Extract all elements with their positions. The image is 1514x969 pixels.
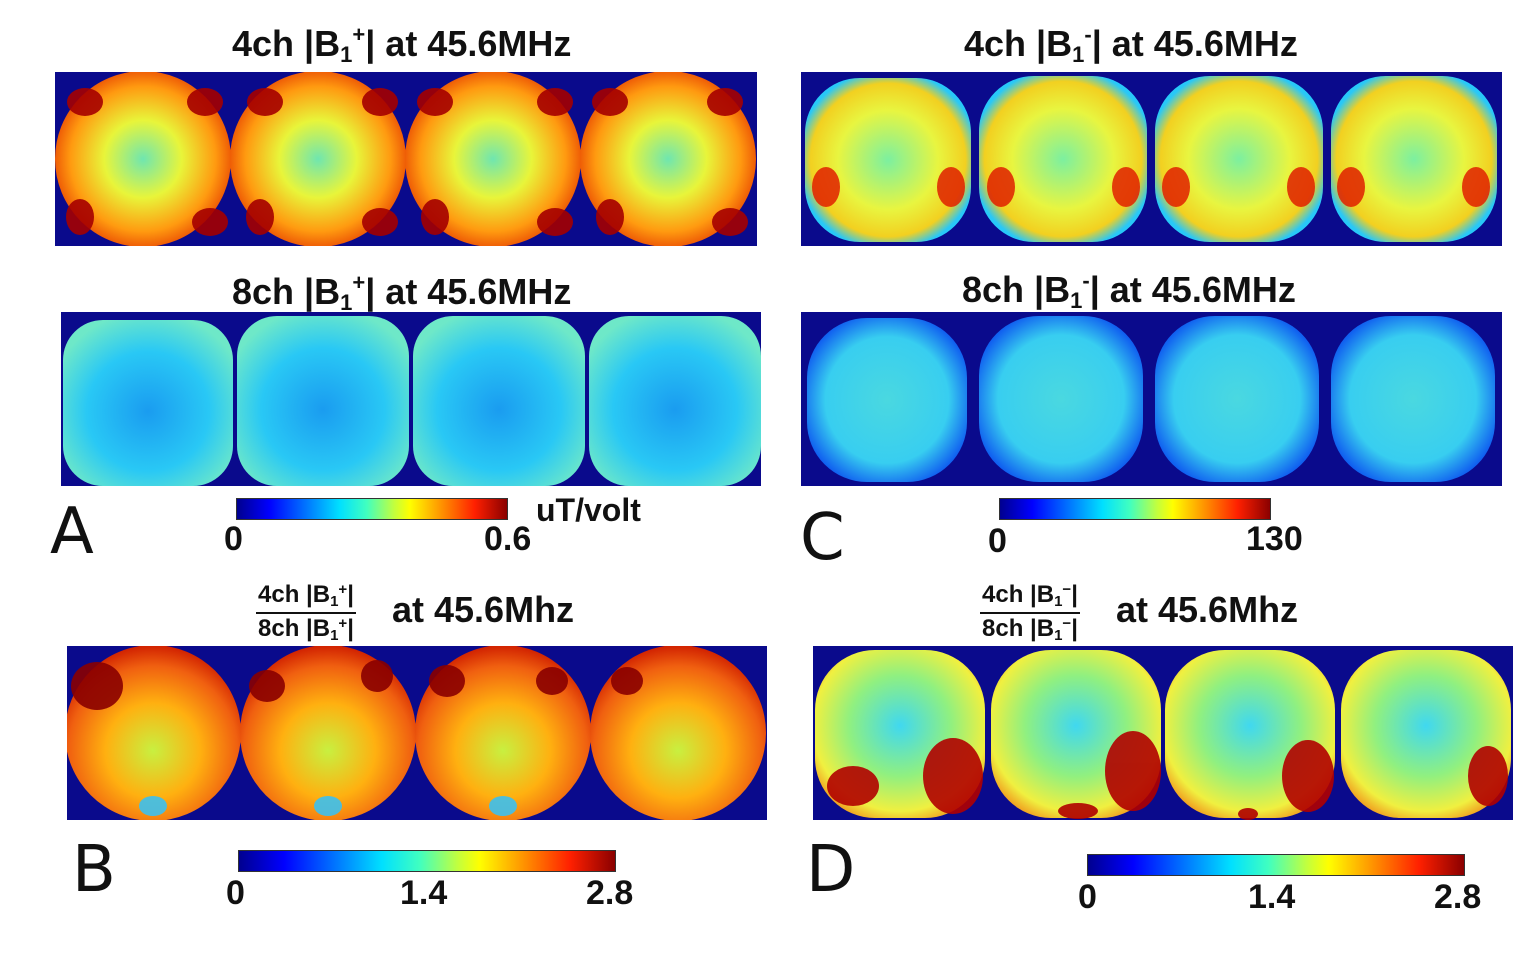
panel-d-title-suffix: at 45.6Mhz	[1116, 589, 1299, 630]
panel-a-colorbar-min: 0	[224, 520, 243, 558]
panel-d-colorbar-mid: 1.4	[1248, 878, 1296, 916]
panel-c-label: C	[800, 501, 845, 575]
panel-c-4ch-b1minus-map-strip	[801, 72, 1502, 246]
map-strip-svg	[807, 316, 1495, 482]
panel-c-bottom-title: 8ch |B1-| at 45.6MHz	[962, 268, 1296, 313]
map-strip-svg	[55, 72, 756, 246]
head-slices	[63, 316, 761, 486]
panel-d-colorbar	[1087, 854, 1465, 876]
panel-d-colorbar-max: 2.8	[1434, 878, 1482, 916]
panel-b-ratio-fraction: 4ch |B1+| 8ch |B1+|	[256, 581, 356, 644]
panel-b-colorbar-max: 2.8	[586, 874, 634, 912]
head-slices	[55, 72, 756, 246]
panel-c-8ch-b1minus-map-strip	[801, 312, 1502, 486]
head-slices	[805, 76, 1497, 242]
panel-a-4ch-b1plus-map-strip	[55, 72, 757, 246]
panel-d-ratio-fraction: 4ch |B1−| 8ch |B1−|	[980, 581, 1080, 644]
panel-a-colorbar-unit: uT/volt	[536, 492, 641, 528]
panel-d-ratio-map-strip	[813, 646, 1513, 820]
panel-b-ratio-map-strip	[67, 646, 767, 820]
head-slices	[807, 316, 1495, 482]
panel-c-colorbar	[999, 498, 1271, 520]
panel-d-colorbar-min: 0	[1078, 878, 1097, 916]
map-strip-svg	[67, 646, 766, 820]
panel-a-colorbar-max: 0.6	[484, 520, 532, 558]
map-strip-svg	[63, 316, 761, 486]
panel-d-label: D	[806, 833, 856, 907]
panel-c-top-title: 4ch |B1-| at 45.6MHz	[964, 22, 1298, 67]
panel-c-colorbar-max: 130	[1246, 520, 1303, 558]
panel-c-colorbar-min: 0	[988, 522, 1007, 560]
panel-b-label: B	[72, 833, 116, 907]
panel-a-bottom-title: 8ch |B1+| at 45.6MHz	[232, 270, 572, 315]
panel-b-title-suffix: at 45.6Mhz	[392, 589, 575, 630]
panel-a-label: A	[50, 495, 94, 569]
panel-a-colorbar	[236, 498, 508, 520]
head-slices	[815, 650, 1511, 820]
panel-a-top-title: 4ch |B1+| at 45.6MHz	[232, 22, 572, 67]
panel-a-8ch-b1plus-map-strip	[61, 312, 761, 486]
panel-b-colorbar-min: 0	[226, 874, 245, 912]
panel-b-colorbar-mid: 1.4	[400, 874, 448, 912]
head-slices	[67, 646, 766, 820]
map-strip-svg	[805, 76, 1497, 242]
panel-b-colorbar	[238, 850, 616, 872]
map-strip-svg	[815, 650, 1511, 820]
